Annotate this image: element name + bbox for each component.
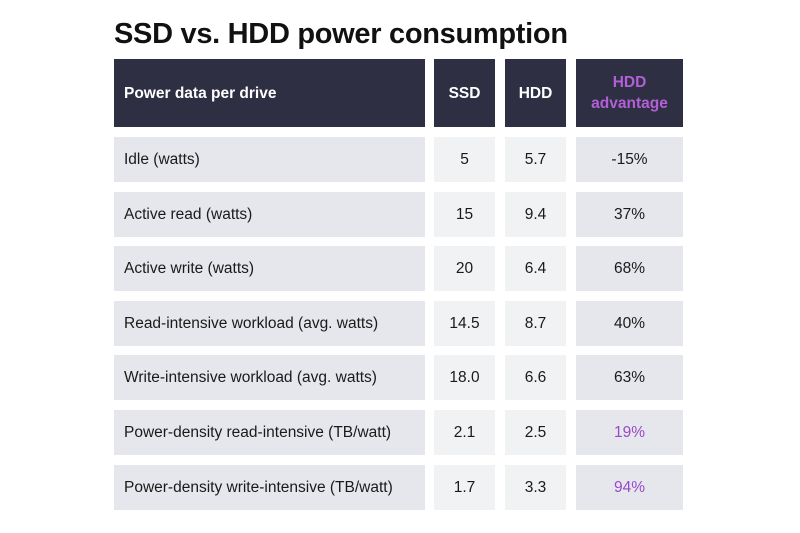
hdd-value: 2.5 — [505, 410, 566, 455]
hdd-value: 6.6 — [505, 355, 566, 400]
hdd-value: 6.4 — [505, 246, 566, 291]
hdd-value: 9.4 — [505, 192, 566, 237]
hdd-value: 8.7 — [505, 301, 566, 346]
row-label: Write-intensive workload (avg. watts) — [114, 355, 425, 400]
hdd-advantage-value: 94% — [576, 465, 683, 510]
ssd-value: 2.1 — [434, 410, 495, 455]
header-ssd: SSD — [434, 59, 495, 127]
ssd-value: 20 — [434, 246, 495, 291]
header-label: Power data per drive — [114, 59, 425, 127]
ssd-value: 18.0 — [434, 355, 495, 400]
row-label: Read-intensive workload (avg. watts) — [114, 301, 425, 346]
ssd-value: 14.5 — [434, 301, 495, 346]
ssd-value: 1.7 — [434, 465, 495, 510]
hdd-advantage-value: -15% — [576, 137, 683, 182]
header-hdd-advantage: HDD advantage — [576, 59, 683, 127]
ssd-value: 15 — [434, 192, 495, 237]
hdd-advantage-value: 63% — [576, 355, 683, 400]
ssd-value: 5 — [434, 137, 495, 182]
hdd-value: 3.3 — [505, 465, 566, 510]
row-label: Active read (watts) — [114, 192, 425, 237]
hdd-advantage-value: 40% — [576, 301, 683, 346]
hdd-value: 5.7 — [505, 137, 566, 182]
hdd-advantage-value: 19% — [576, 410, 683, 455]
header-hdd: HDD — [505, 59, 566, 127]
row-label: Power-density write-intensive (TB/watt) — [114, 465, 425, 510]
row-label: Power-density read-intensive (TB/watt) — [114, 410, 425, 455]
row-label: Active write (watts) — [114, 246, 425, 291]
hdd-advantage-value: 68% — [576, 246, 683, 291]
chart-title: SSD vs. HDD power consumption — [114, 18, 568, 50]
row-label: Idle (watts) — [114, 137, 425, 182]
hdd-advantage-value: 37% — [576, 192, 683, 237]
